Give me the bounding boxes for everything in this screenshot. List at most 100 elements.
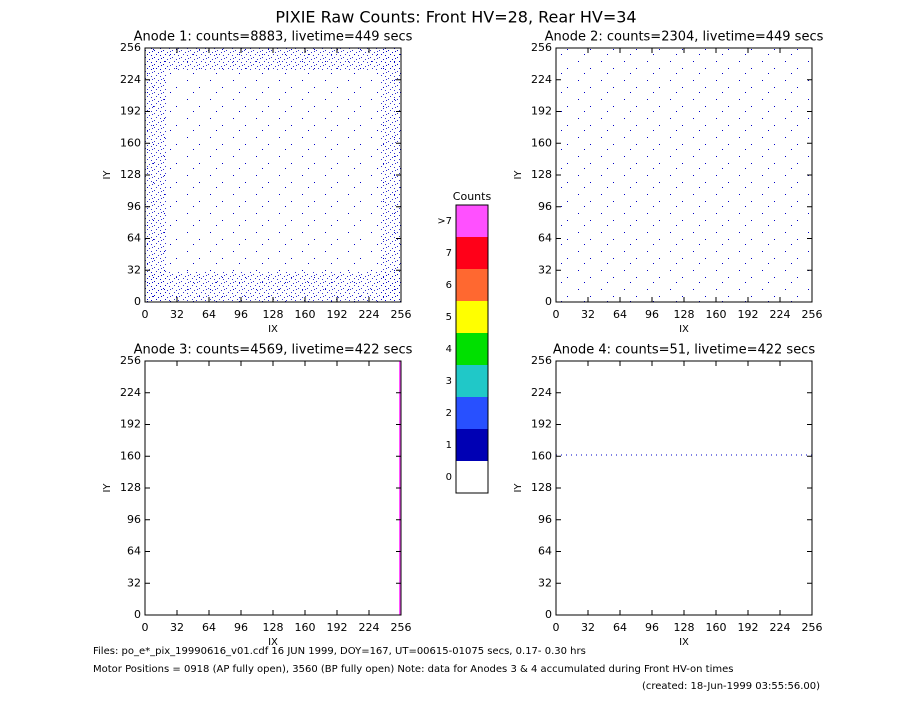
y-tick-label: 32 bbox=[127, 576, 141, 589]
x-tick-label: 256 bbox=[802, 308, 823, 321]
x-tick-label: 128 bbox=[263, 308, 284, 321]
y-tick-label: 96 bbox=[127, 513, 141, 526]
y-tick-label: 128 bbox=[120, 168, 141, 181]
footer-motor: Motor Positions = 0918 (AP fully open), … bbox=[93, 664, 733, 675]
x-tick-label: 32 bbox=[581, 308, 595, 321]
colorbar-label: 4 bbox=[446, 344, 452, 355]
x-tick-label: 0 bbox=[142, 308, 149, 321]
x-tick-label: 32 bbox=[170, 621, 184, 634]
y-tick-label: 96 bbox=[538, 513, 552, 526]
y-tick-label: 256 bbox=[120, 354, 141, 367]
colorbar-label: 5 bbox=[446, 312, 452, 323]
colorbar-title: Counts bbox=[453, 190, 492, 203]
x-tick-label: 128 bbox=[674, 308, 695, 321]
x-tick-label: 0 bbox=[553, 308, 560, 321]
colorbar-box bbox=[456, 333, 488, 365]
footer-created: (created: 18-Jun-1999 03:55:56.00) bbox=[642, 681, 820, 692]
density bbox=[145, 48, 401, 302]
x-tick-label: 0 bbox=[553, 621, 560, 634]
x-tick-label: 96 bbox=[645, 308, 659, 321]
colorbar-label: >7 bbox=[437, 216, 452, 227]
x-tick-label: 256 bbox=[391, 308, 412, 321]
y-tick-label: 0 bbox=[545, 295, 552, 308]
y-tick-label: 192 bbox=[531, 418, 552, 431]
x-tick-label: 128 bbox=[263, 621, 284, 634]
y-tick-label: 224 bbox=[531, 386, 552, 399]
colorbar-box bbox=[456, 205, 488, 237]
x-tick-label: 224 bbox=[770, 308, 791, 321]
x-tick-label: 32 bbox=[581, 621, 595, 634]
x-tick-label: 64 bbox=[613, 621, 627, 634]
density bbox=[145, 48, 401, 70]
colorbar-frame bbox=[455, 204, 489, 494]
colorbar-box bbox=[456, 365, 488, 397]
y-tick-label: 224 bbox=[120, 73, 141, 86]
colorbar-label: 3 bbox=[446, 376, 452, 387]
x-tick-label: 96 bbox=[234, 308, 248, 321]
plot-frame bbox=[555, 360, 813, 616]
y-tick-label: 256 bbox=[531, 354, 552, 367]
x-tick-label: 160 bbox=[706, 621, 727, 634]
colorbar-label: 7 bbox=[446, 248, 452, 259]
y-tick-label: 160 bbox=[120, 136, 141, 149]
colorbar-label: 1 bbox=[446, 440, 452, 451]
y-axis-label: IY bbox=[513, 170, 524, 180]
x-tick-label: 96 bbox=[234, 621, 248, 634]
panel-title: Anode 4: counts=51, livetime=422 secs bbox=[553, 343, 815, 358]
y-axis-label: IY bbox=[102, 170, 113, 180]
x-tick-label: 64 bbox=[613, 308, 627, 321]
x-axis-label: IX bbox=[268, 637, 278, 648]
y-tick-label: 32 bbox=[127, 263, 141, 276]
panel-title: Anode 1: counts=8883, livetime=449 secs bbox=[134, 30, 413, 45]
y-tick-label: 160 bbox=[531, 136, 552, 149]
x-tick-label: 256 bbox=[391, 621, 412, 634]
x-axis-label: IX bbox=[268, 324, 278, 335]
y-tick-label: 64 bbox=[127, 232, 141, 245]
y-tick-label: 128 bbox=[531, 168, 552, 181]
y-tick-label: 128 bbox=[120, 481, 141, 494]
panel-title: Anode 3: counts=4569, livetime=422 secs bbox=[134, 343, 413, 358]
y-tick-label: 0 bbox=[545, 608, 552, 621]
x-tick-label: 0 bbox=[142, 621, 149, 634]
x-tick-label: 192 bbox=[327, 308, 348, 321]
y-tick-label: 128 bbox=[531, 481, 552, 494]
y-tick-label: 64 bbox=[538, 545, 552, 558]
density bbox=[556, 48, 812, 302]
x-tick-label: 224 bbox=[359, 308, 380, 321]
colorbar-label: 2 bbox=[446, 408, 452, 419]
y-tick-label: 192 bbox=[531, 105, 552, 118]
y-tick-label: 64 bbox=[127, 545, 141, 558]
colorbar-box bbox=[456, 301, 488, 333]
colorbar-label: 6 bbox=[446, 280, 452, 291]
x-tick-label: 192 bbox=[738, 308, 759, 321]
footer-files: Files: po_e*_pix_19990616_v01.cdf 16 JUN… bbox=[93, 646, 586, 657]
colorbar-label: 0 bbox=[446, 472, 452, 483]
y-axis-label: IY bbox=[513, 483, 524, 493]
x-tick-label: 224 bbox=[770, 621, 791, 634]
x-tick-label: 64 bbox=[202, 308, 216, 321]
y-tick-label: 96 bbox=[538, 200, 552, 213]
x-tick-label: 96 bbox=[645, 621, 659, 634]
x-tick-label: 160 bbox=[295, 621, 316, 634]
x-tick-label: 256 bbox=[802, 621, 823, 634]
x-tick-label: 32 bbox=[170, 308, 184, 321]
y-tick-label: 0 bbox=[134, 295, 141, 308]
x-tick-label: 192 bbox=[738, 621, 759, 634]
density bbox=[782, 48, 812, 108]
y-tick-label: 96 bbox=[127, 200, 141, 213]
plot-frame bbox=[144, 360, 402, 616]
y-tick-label: 224 bbox=[531, 73, 552, 86]
y-tick-label: 160 bbox=[120, 449, 141, 462]
y-tick-label: 64 bbox=[538, 232, 552, 245]
x-axis-label: IX bbox=[679, 324, 689, 335]
y-tick-label: 32 bbox=[538, 576, 552, 589]
y-tick-label: 256 bbox=[120, 41, 141, 54]
y-tick-label: 192 bbox=[120, 418, 141, 431]
y-axis-label: IY bbox=[102, 483, 113, 493]
colorbar-box bbox=[456, 461, 488, 493]
density bbox=[145, 48, 167, 302]
x-tick-label: 160 bbox=[295, 308, 316, 321]
x-tick-label: 192 bbox=[327, 621, 348, 634]
colorbar-box bbox=[456, 269, 488, 301]
y-tick-label: 256 bbox=[531, 41, 552, 54]
